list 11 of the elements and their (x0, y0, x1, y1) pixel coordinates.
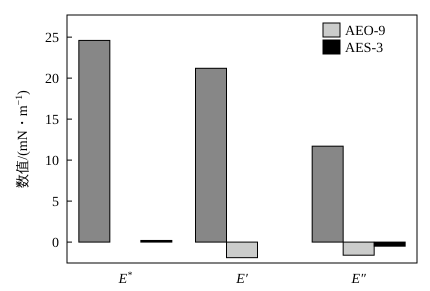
y-tick-label: 5 (52, 195, 59, 210)
x-tick-label: E″ (350, 272, 366, 287)
y-tick-label: 15 (45, 113, 59, 128)
legend-label: AEO-9 (345, 24, 386, 39)
x-tick-label: E$^{*}$ (118, 270, 132, 287)
x-tick-label: E′ (235, 272, 249, 287)
legend-label: AES-3 (345, 41, 384, 56)
y-tick-label: 20 (45, 72, 59, 88)
y-tick-label: 0 (52, 236, 59, 252)
y-tick-label: 10 (45, 154, 59, 170)
y-tick-label: 25 (45, 31, 59, 46)
